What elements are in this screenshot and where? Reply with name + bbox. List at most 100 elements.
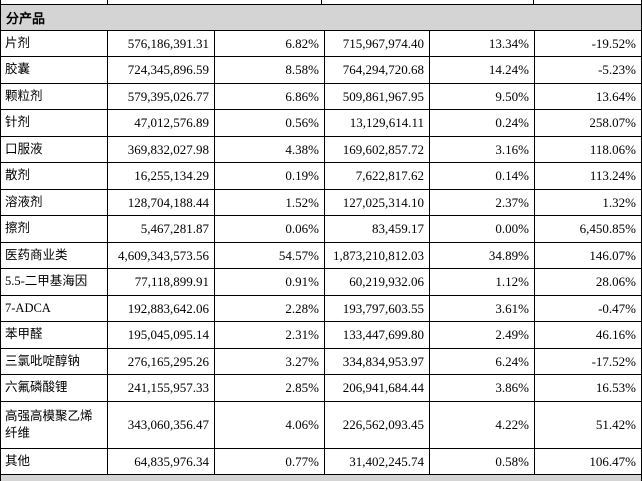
table-row: 7-ADCA 192,883,642.06 2.28% 193,797,603.55 3…	[1, 295, 641, 323]
product-name-cell: 颗粒剂	[1, 83, 108, 110]
value-cell: 576,186,391.31	[108, 30, 215, 57]
value-cell: 64,835,976.34	[108, 448, 215, 475]
value-cell: 0.14%	[430, 163, 535, 189]
value-cell: 31,402,245.74	[325, 448, 430, 475]
table-row: 颗粒剂 579,395,026.77 6.86% 509,861,967.95 9.50…	[1, 83, 641, 111]
value-cell: 60,219,932.06	[325, 269, 430, 295]
section-header-label: 分产品	[6, 10, 46, 26]
stub-cell	[108, 0, 322, 4]
value-cell: 724,345,896.59	[108, 57, 215, 83]
value-cell: 0.58%	[430, 448, 535, 475]
value-cell: 133,447,699.80	[325, 322, 430, 348]
section-header-row: 分产品	[1, 4, 641, 31]
table-body: 片剂 576,186,391.31 6.82% 715,967,974.40 13.34…	[1, 30, 641, 476]
value-cell: -5.23%	[598, 62, 636, 78]
table-row: 5.5-二甲基海因 77,118,899.91 0.91% 60,219,932.06…	[1, 269, 641, 296]
next-section-header-partial	[1, 475, 641, 481]
value-cell: 13.34%	[430, 30, 535, 57]
value-cell: 579,395,026.77	[108, 83, 215, 110]
table-row: 三氯吡啶醇钠 276,165,295.26 3.27% 334,834,953.97 6…	[1, 348, 641, 376]
value-cell: 54.57%	[215, 242, 325, 269]
product-name-cell: 胶囊	[1, 57, 108, 83]
value-cell: 7,622,817.62	[325, 163, 430, 189]
value-cell: 8.58%	[215, 57, 325, 83]
value-cell: 2.37%	[430, 189, 535, 216]
value-cell: 206,941,684.44	[325, 375, 430, 401]
product-name-cell: 医药商业类	[1, 242, 108, 269]
table-row: 苯甲醛 195,045,095.14 2.31% 133,447,699.80 2.49…	[1, 322, 641, 349]
product-name-cell: 苯甲醛	[1, 322, 108, 348]
value-cell: 128,704,188.44	[108, 189, 215, 216]
value-cell: 2.31%	[215, 322, 325, 348]
product-name-cell: 口服液	[1, 136, 108, 163]
value-cell: 4.22%	[430, 401, 535, 448]
value-cell: 113.24%	[589, 168, 636, 184]
table-row: 散剂 16,255,134.29 0.19% 7,622,817.62 0.14% 113…	[1, 163, 641, 190]
product-name-cell: 高强高模聚乙烯纤维	[1, 401, 108, 448]
value-cell: 1,873,210,812.03	[325, 242, 430, 269]
value-cell: -0.47%	[598, 300, 636, 316]
value-cell: 16,255,134.29	[108, 163, 215, 189]
stub-cell	[1, 0, 108, 4]
value-cell: -19.52%	[591, 35, 636, 51]
table-row: 其他 64,835,976.34 0.77% 31,402,245.74 0.58% 10…	[1, 448, 641, 476]
value-cell: 51.42%	[595, 416, 636, 432]
value-cell: 4.06%	[215, 401, 325, 448]
value-cell: 77,118,899.91	[108, 269, 215, 295]
value-cell: 1.32%	[602, 194, 636, 210]
product-name-cell: 三氯吡啶醇钠	[1, 348, 108, 375]
value-cell: 715,967,974.40	[325, 30, 430, 57]
value-cell: 0.56%	[215, 110, 325, 136]
value-cell: 14.24%	[430, 57, 535, 83]
value-cell: 6.86%	[215, 83, 325, 110]
product-name-cell: 其他	[1, 448, 108, 475]
value-cell: 3.27%	[215, 348, 325, 375]
table-row: 溶液剂 128,704,188.44 1.52% 127,025,314.10 2.37…	[1, 189, 641, 217]
stub-cell	[534, 0, 641, 4]
previous-row-remnant	[1, 0, 641, 5]
product-name-cell: 散剂	[1, 163, 108, 189]
value-cell: 0.77%	[215, 448, 325, 475]
value-cell: 2.28%	[215, 295, 325, 322]
value-cell: 34.89%	[430, 242, 535, 269]
value-cell: 276,165,295.26	[108, 348, 215, 375]
value-cell: 509,861,967.95	[325, 83, 430, 110]
value-cell: 0.24%	[430, 110, 535, 136]
value-cell: 46.16%	[595, 327, 636, 343]
value-cell: 1.12%	[430, 269, 535, 295]
value-cell: 369,832,027.98	[108, 136, 215, 163]
table-row: 口服液 369,832,027.98 4.38% 169,602,857.72 3.16…	[1, 136, 641, 164]
value-cell: 5,467,281.87	[108, 216, 215, 242]
product-name-cell: 5.5-二甲基海因	[1, 269, 108, 295]
value-cell: 6.24%	[430, 348, 535, 375]
value-cell: 106.47%	[589, 453, 636, 469]
value-cell: 226,562,093.45	[325, 401, 430, 448]
product-name-cell: 针剂	[1, 110, 108, 136]
value-cell: 241,155,957.33	[108, 375, 215, 401]
table-row: 针剂 47,012,576.89 0.56% 13,129,614.11 0.24% 25…	[1, 110, 641, 137]
value-cell: 6,450.85%	[579, 221, 636, 237]
value-cell: 195,045,095.14	[108, 322, 215, 348]
value-cell: 2.49%	[430, 322, 535, 348]
product-name-cell: 7-ADCA	[1, 295, 108, 322]
value-cell: 16.53%	[595, 380, 636, 396]
value-cell: 3.16%	[430, 136, 535, 163]
table-row: 擦剂 5,467,281.87 0.06% 83,459.17 0.00% 6,450.8…	[1, 216, 641, 243]
value-cell: 13.64%	[595, 88, 636, 104]
value-cell: 3.61%	[430, 295, 535, 322]
value-cell: 334,834,953.97	[325, 348, 430, 375]
value-cell: 47,012,576.89	[108, 110, 215, 136]
value-cell: 0.00%	[430, 216, 535, 242]
value-cell: 146.07%	[589, 247, 636, 263]
value-cell: 28.06%	[595, 274, 636, 290]
value-cell: 764,294,720.68	[325, 57, 430, 83]
value-cell: 2.85%	[215, 375, 325, 401]
product-name-cell: 擦剂	[1, 216, 108, 242]
value-cell: 193,797,603.55	[325, 295, 430, 322]
product-name-cell: 片剂	[1, 30, 108, 57]
product-name-cell: 六氟磷酸锂	[1, 375, 108, 401]
value-cell: 83,459.17	[325, 216, 430, 242]
product-name-cell: 溶液剂	[1, 189, 108, 216]
value-cell: 0.91%	[215, 269, 325, 295]
